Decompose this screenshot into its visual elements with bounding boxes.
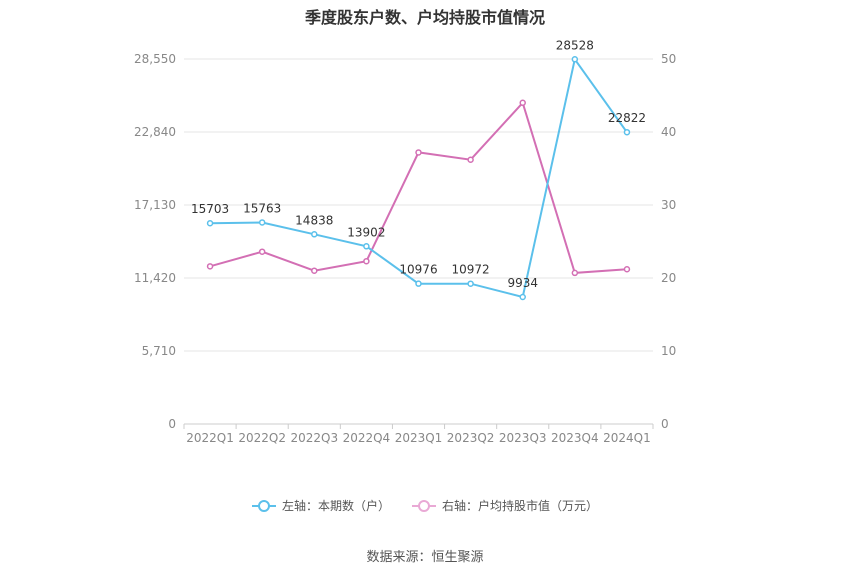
x-axis-tick-label: 2022Q1 [186,431,234,445]
data-point-right[interactable] [363,257,370,265]
data-point-left[interactable] [258,219,266,226]
x-axis-tick-label: 2023Q4 [551,431,599,445]
data-source: 数据来源：恒生聚源 [366,550,484,565]
left-axis-tick-label: 22,840 [134,125,176,139]
axes: 0 5,710 11,420 17,130 22,840 28,550 0 10 20 30 40 5… [134,52,676,445]
data-label: 9934 [507,276,538,290]
data-label: 15763 [243,201,281,215]
data-label: 10976 [399,263,437,277]
left-axis-tick-label: 28,550 [134,52,176,66]
data-point-left[interactable] [467,280,474,287]
left-axis-tick-label: 0 [168,417,176,431]
x-axis-tick-label: 2022Q2 [238,431,286,445]
data-label: 13902 [347,225,385,239]
legend-label-households: 左轴：本期数（户） [281,499,390,513]
data-labels: 15703 15763 14838 13902 10976 10972 9934 28528 2… [191,38,646,290]
legend-line-marker-icon [251,499,276,512]
x-axis-tick-label: 2023Q3 [499,431,547,445]
legend-line-marker-icon [412,499,436,512]
series-lines [209,56,628,299]
left-axis-tick-label: 17,130 [134,198,176,212]
data-point-left[interactable] [311,231,318,238]
series-points [206,56,631,301]
data-point-right[interactable] [467,156,474,163]
data-point-left[interactable] [623,128,631,136]
data-point-left[interactable] [571,56,579,63]
data-point-right[interactable] [519,99,526,107]
legend-label-avg-value: 右轴：户均持股市值（万元） [442,499,599,513]
data-label: 28528 [556,38,594,52]
legend-item-avg-value[interactable]: 右轴：户均持股市值（万元） [412,497,598,514]
data-point-right[interactable] [415,149,422,156]
x-axis-tick-label: 2024Q1 [603,431,651,445]
data-point-right[interactable] [623,265,631,273]
x-axis-tick-label: 2023Q1 [395,431,443,445]
right-axis-tick-label: 20 [661,271,676,285]
series-line-right [209,100,627,274]
data-point-left[interactable] [363,243,370,250]
data-point-left[interactable] [519,293,526,301]
x-axis-tick-label: 2022Q4 [343,431,391,445]
data-point-left[interactable] [206,219,214,227]
data-point-left[interactable] [415,280,422,287]
data-point-right[interactable] [311,267,318,274]
data-label: 10972 [452,263,490,277]
right-axis-tick-label: 30 [661,198,676,212]
right-axis-tick-label: 10 [661,344,676,358]
data-point-right[interactable] [258,248,266,255]
chart-title: 季度股东户数、户均持股市值情况 [304,8,545,27]
data-point-right[interactable] [206,263,214,270]
x-axis-tick-label: 2022Q3 [290,431,338,445]
right-axis-tick-label: 50 [661,52,676,66]
x-axis-tick-label: 2023Q2 [447,431,495,445]
legend: 左轴：本期数（户） 右轴：户均持股市值（万元） [0,497,850,514]
data-label: 14838 [295,213,333,227]
right-axis-tick-label: 40 [661,125,676,139]
left-axis-tick-label: 11,420 [134,271,176,285]
data-label: 22822 [608,111,646,125]
data-label: 15703 [191,202,229,216]
data-point-right[interactable] [571,269,579,277]
left-axis-tick-label: 5,710 [142,344,176,358]
series-line-left [210,56,628,299]
right-axis-tick-label: 0 [661,417,669,431]
legend-item-households[interactable]: 左轴：本期数（户） [251,497,390,514]
